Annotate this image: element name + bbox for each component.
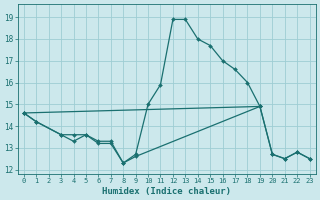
X-axis label: Humidex (Indice chaleur): Humidex (Indice chaleur) — [102, 187, 231, 196]
